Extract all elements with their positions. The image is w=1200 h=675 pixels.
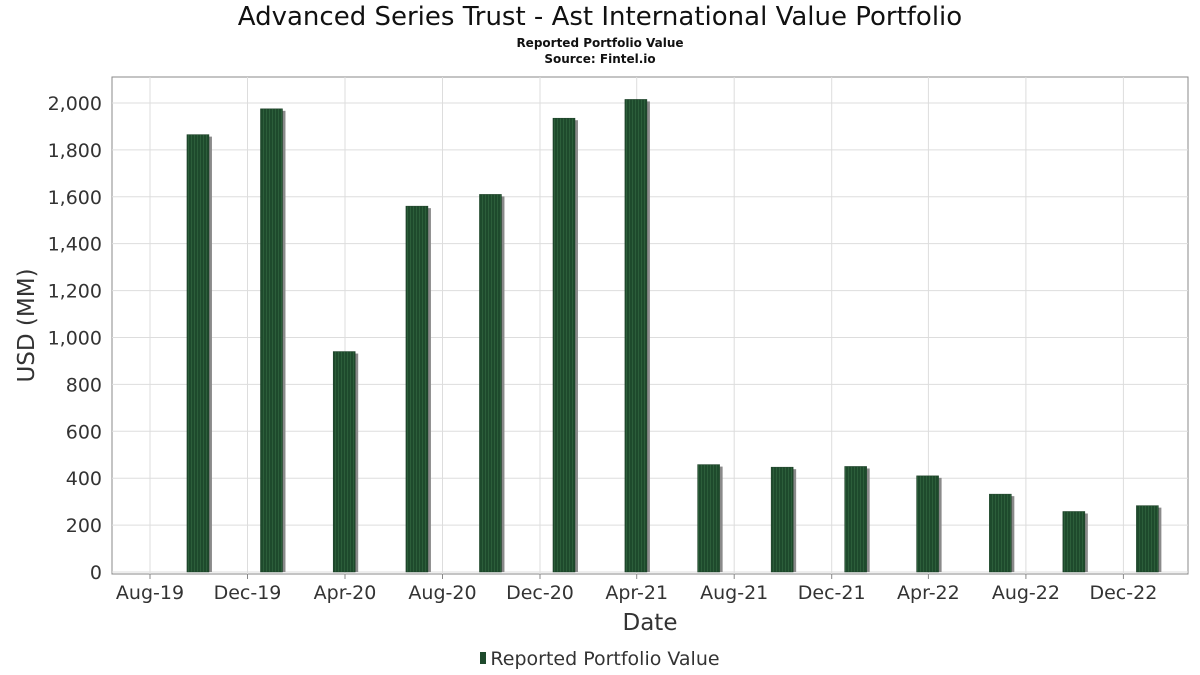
y-axis-title: USD (MM) <box>14 268 40 382</box>
y-tick-label: 400 <box>66 468 102 490</box>
bar <box>844 466 867 573</box>
bar <box>552 117 576 573</box>
x-tick-label: Dec-19 <box>214 582 282 604</box>
bar <box>916 475 939 573</box>
bar <box>1136 505 1159 573</box>
bar <box>989 493 1012 573</box>
y-tick-label: 1,200 <box>48 281 102 303</box>
y-tick-label: 200 <box>66 515 102 537</box>
x-tick-label: Aug-22 <box>992 582 1060 604</box>
y-tick-label: 800 <box>66 374 102 396</box>
bar <box>186 134 210 573</box>
x-tick-label: Aug-21 <box>700 582 768 604</box>
chart-source: Source: Fintel.io <box>544 52 656 66</box>
legend-swatch <box>480 652 487 664</box>
bar <box>624 99 648 573</box>
y-tick-label: 1,400 <box>48 234 102 256</box>
bar <box>479 194 502 573</box>
y-tick-label: 1,600 <box>48 187 102 209</box>
y-tick-label: 1,800 <box>48 140 102 162</box>
y-tick-label: 1,000 <box>48 327 102 349</box>
plot-area <box>111 76 1189 575</box>
bar <box>332 351 356 573</box>
legend: Reported Portfolio Value <box>0 648 1200 670</box>
chart-subtitle: Reported Portfolio Value <box>516 36 684 50</box>
bar <box>697 464 720 573</box>
x-tick-label: Apr-22 <box>897 582 960 604</box>
bar <box>1062 511 1086 573</box>
x-axis-title: Date <box>623 610 678 636</box>
x-tick-label: Apr-20 <box>314 582 377 604</box>
y-tick-label: 2,000 <box>48 93 102 115</box>
x-tick-label: Dec-20 <box>506 582 574 604</box>
y-tick-label: 0 <box>90 562 102 584</box>
bar <box>405 205 429 573</box>
y-tick-label: 600 <box>66 421 102 443</box>
legend-label: Reported Portfolio Value <box>490 648 720 670</box>
x-tick-label: Apr-21 <box>605 582 668 604</box>
x-tick-label: Dec-22 <box>1089 582 1157 604</box>
x-tick-label: Aug-19 <box>116 582 184 604</box>
x-tick-label: Dec-21 <box>798 582 866 604</box>
bar <box>260 108 283 573</box>
x-tick-label: Aug-20 <box>408 582 476 604</box>
bar <box>770 466 794 573</box>
chart-title: Advanced Series Trust - Ast Internationa… <box>237 2 963 32</box>
